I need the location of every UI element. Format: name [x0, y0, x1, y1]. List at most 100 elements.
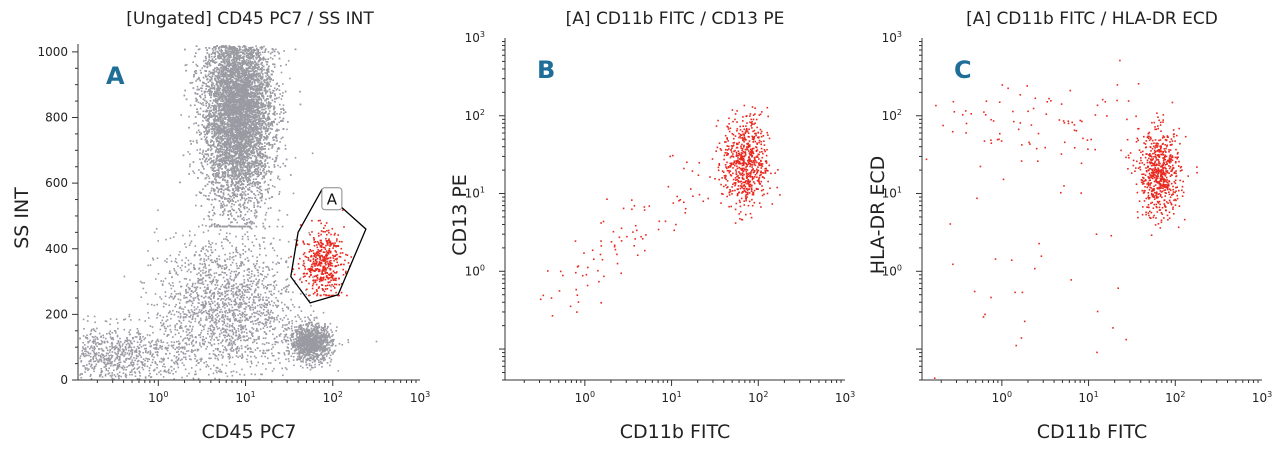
event-dot — [231, 183, 233, 186]
event-dot — [254, 172, 256, 175]
event-dot — [251, 197, 253, 200]
event-dot — [241, 175, 243, 178]
event-dot — [243, 165, 245, 167]
event-dot — [230, 64, 233, 67]
event-dot — [231, 79, 234, 81]
event-dot — [213, 129, 215, 132]
event-dot — [252, 180, 255, 183]
event-dot — [216, 154, 219, 157]
event-dot — [210, 84, 213, 86]
event-dot — [256, 147, 258, 150]
event-dot — [235, 122, 238, 125]
event-dot — [257, 105, 260, 107]
event-dot — [189, 153, 191, 155]
event-dot — [276, 112, 278, 115]
event-dot — [214, 127, 216, 129]
event-dot — [232, 177, 235, 179]
event-dot — [264, 151, 267, 154]
event-dot — [252, 136, 254, 138]
event-dot — [221, 82, 224, 84]
event-dot — [192, 61, 194, 63]
event-dot — [279, 93, 281, 95]
event-dot — [273, 105, 275, 108]
event-dot — [278, 96, 280, 99]
event-dot — [252, 103, 255, 106]
event-dot — [238, 204, 240, 206]
event-dot — [264, 92, 267, 95]
event-dot — [232, 150, 235, 153]
event-dot — [270, 173, 272, 175]
event-dot — [239, 157, 242, 160]
event-dot — [240, 165, 242, 168]
event-dot — [194, 104, 196, 106]
event-dot — [255, 182, 257, 185]
event-dot — [239, 165, 241, 167]
event-dot — [216, 225, 219, 228]
event-dot — [248, 148, 251, 150]
event-dot — [227, 184, 229, 186]
event-dot — [241, 121, 244, 124]
event-dot — [243, 111, 245, 113]
event-dot — [216, 139, 219, 141]
event-dot — [230, 108, 232, 111]
event-dot — [256, 56, 259, 58]
event-dot — [222, 60, 224, 63]
event-dot — [230, 196, 232, 198]
event-dot — [254, 184, 256, 187]
event-dot — [244, 190, 247, 193]
event-dot — [203, 117, 206, 119]
event-dot — [211, 223, 213, 226]
event-dot — [243, 87, 246, 90]
event-dot — [260, 63, 262, 65]
event-dot — [211, 115, 214, 117]
event-dot — [263, 168, 265, 171]
event-dot — [267, 190, 269, 192]
event-dot — [223, 130, 226, 132]
event-dot — [200, 96, 202, 99]
event-dot — [240, 81, 243, 84]
event-dot — [251, 46, 254, 49]
event-dot — [221, 157, 224, 159]
event-dot — [235, 173, 237, 175]
event-dot — [264, 72, 266, 74]
event-dot — [256, 77, 259, 80]
event-dot — [230, 169, 232, 172]
event-dot — [271, 185, 274, 187]
event-dot — [204, 153, 206, 155]
event-dot — [231, 203, 233, 205]
event-dot — [208, 111, 211, 113]
event-dot — [266, 170, 268, 173]
event-dot — [221, 152, 224, 155]
event-dot — [220, 105, 223, 108]
event-dot — [235, 103, 238, 105]
event-dot — [275, 158, 277, 161]
event-dot — [260, 48, 263, 50]
event-dot — [252, 127, 255, 129]
event-dot — [267, 148, 270, 150]
event-dot — [249, 225, 252, 228]
event-dot — [238, 59, 241, 62]
event-dot — [219, 83, 222, 86]
event-dot — [244, 91, 246, 94]
event-dot — [228, 55, 231, 57]
event-dot — [262, 105, 264, 108]
event-dot — [247, 64, 250, 66]
event-dot — [248, 218, 250, 220]
event-dot — [211, 102, 214, 104]
event-dot — [261, 134, 263, 136]
event-dot — [244, 140, 247, 143]
event-dot — [219, 188, 221, 190]
event-dot — [277, 164, 279, 167]
event-dot — [228, 120, 230, 123]
event-dot — [236, 162, 239, 164]
event-dot — [222, 66, 225, 69]
event-dot — [266, 143, 268, 145]
event-dot — [258, 181, 260, 184]
event-dot — [236, 117, 238, 119]
event-dot — [227, 92, 230, 95]
event-dot — [255, 128, 257, 131]
event-dot — [282, 104, 285, 106]
event-dot — [261, 69, 263, 72]
